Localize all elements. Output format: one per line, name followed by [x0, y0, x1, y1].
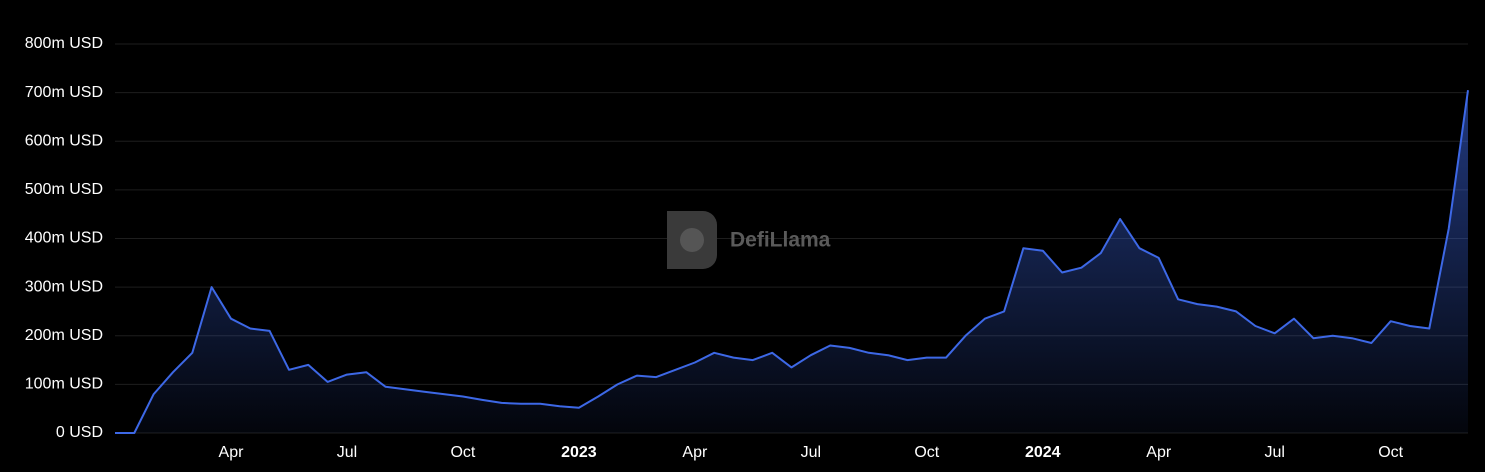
y-tick-label: 600m USD — [25, 132, 103, 149]
x-tick-label: Jul — [1264, 444, 1284, 461]
line — [115, 90, 1469, 434]
y-tick-label: 300m USD — [25, 278, 103, 295]
y-tick-label: 700m USD — [25, 84, 103, 101]
y-tick-label: 400m USD — [25, 230, 103, 247]
x-tick-label: Oct — [450, 444, 475, 461]
y-tick-label: 0 USD — [56, 424, 103, 441]
x-tick-label: Apr — [219, 444, 245, 461]
y-tick-label: 800m USD — [25, 35, 103, 52]
y-tick-label: 500m USD — [25, 181, 103, 198]
x-tick-label: Oct — [1378, 444, 1403, 461]
x-tick-label: 2023 — [561, 444, 597, 461]
x-tick-label: Oct — [914, 444, 939, 461]
x-tick-label: Jul — [337, 444, 357, 461]
area-fill — [115, 90, 1468, 433]
y-tick-label: 200m USD — [25, 327, 103, 344]
x-tick-label: Apr — [682, 444, 708, 461]
watermark-logo — [667, 211, 717, 269]
x-tick-label: Apr — [1146, 444, 1172, 461]
x-tick-label: Jul — [801, 444, 821, 461]
x-tick-label: 2024 — [1025, 444, 1061, 461]
y-tick-label: 100m USD — [25, 376, 103, 393]
watermark: DefiLlama — [730, 229, 831, 252]
